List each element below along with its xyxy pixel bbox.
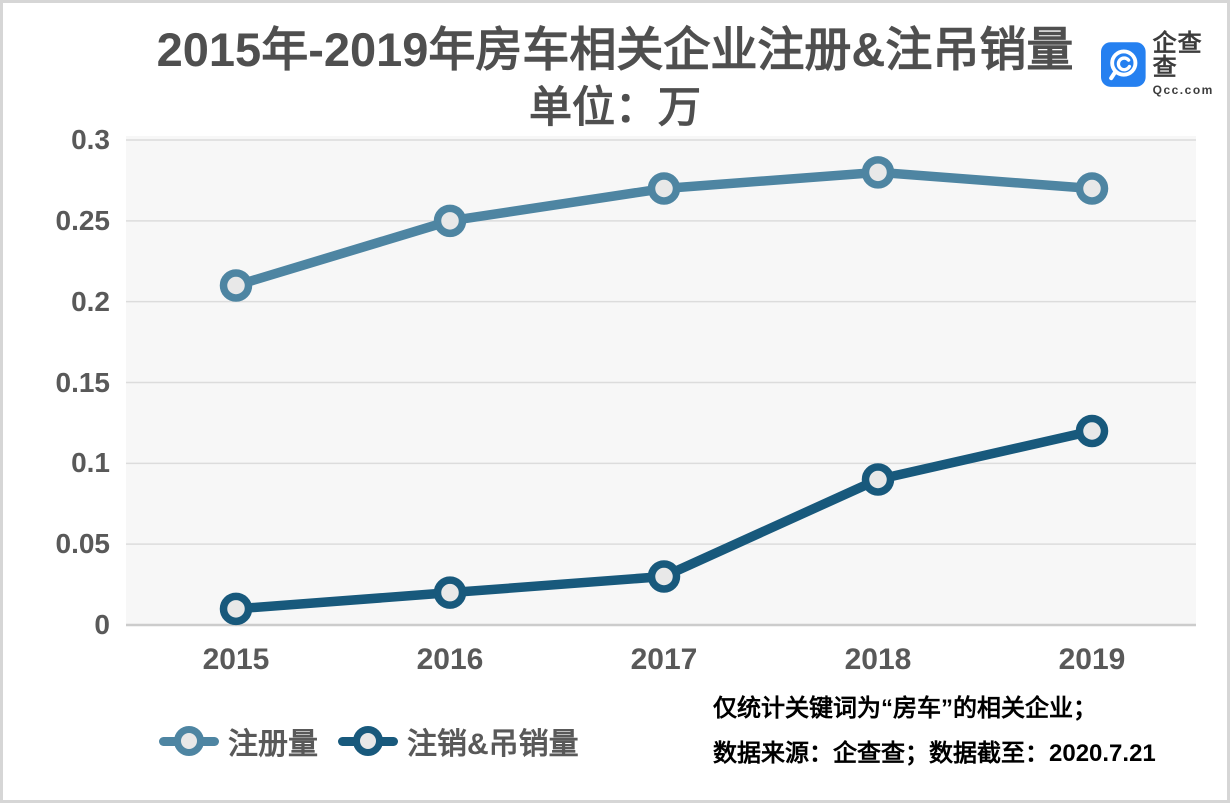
page-subtitle: 单位：万 <box>529 84 701 132</box>
data-point-0-2018 <box>861 156 895 189</box>
legend-label-deregistrations: 注销&吊销量 <box>407 728 579 761</box>
legend-circle-icon <box>174 726 204 756</box>
chart-page: 2015年-2019年房车相关企业注册&注吊销量 单位：万 企查查 Qcc.co… <box>3 3 1227 800</box>
data-point-1-2017 <box>647 560 681 593</box>
qcc-logo-text: 企查查 Qcc.com <box>1152 30 1227 97</box>
legend-label-registrations: 注册量 <box>228 728 318 761</box>
legend-marker-deregistrations <box>338 726 398 756</box>
data-point-0-2016 <box>433 204 467 238</box>
plot-svg <box>126 136 1196 627</box>
y-tick-label: 0.25 <box>55 204 111 236</box>
qcc-logo: 企查查 Qcc.com <box>1101 32 1227 96</box>
data-point-1-2019 <box>1075 414 1109 448</box>
qcc-logo-square <box>1101 41 1146 87</box>
page-title: 2015年-2019年房车相关企业注册&注吊销量 <box>156 23 1074 76</box>
data-point-0-2017 <box>647 172 681 205</box>
footnote: 仅统计关键词为“房车”的相关企业； 数据来源：企查查；数据截至：2020.7.2… <box>713 686 1156 776</box>
qcc-logo-name: 企查查 <box>1152 30 1203 81</box>
legend-circle-icon <box>353 726 383 756</box>
y-tick-label: 0.3 <box>71 124 110 155</box>
x-tick-label: 2018 <box>844 643 912 676</box>
y-tick-label: 0.05 <box>55 528 111 560</box>
qcc-logo-domain: Qcc.com <box>1152 83 1214 97</box>
legend-marker-registrations <box>159 726 219 756</box>
legend: 注册量 注销&吊销量 <box>159 719 599 763</box>
x-tick-label: 2015 <box>202 643 270 676</box>
qcc-logo-icon <box>1101 41 1146 87</box>
x-tick-label: 2016 <box>416 643 484 676</box>
data-point-1-2016 <box>433 576 467 609</box>
y-axis: 0 0.05 0.1 0.15 0.2 0.25 0.3 <box>3 124 116 640</box>
plot-area <box>126 136 1196 628</box>
x-axis: 2015 2016 2017 2018 2019 <box>126 642 1196 682</box>
data-point-0-2015 <box>219 269 253 302</box>
y-tick-label: 0.2 <box>71 285 110 317</box>
data-point-0-2019 <box>1075 172 1109 205</box>
footnote-line-2: 数据来源：企查查；数据截至：2020.7.21 <box>713 740 1156 767</box>
x-tick-label: 2019 <box>1058 643 1126 676</box>
x-tick-label: 2017 <box>630 643 698 676</box>
plot-background <box>126 136 1196 626</box>
y-tick-label: 0 <box>94 609 110 640</box>
footnote-line-1: 仅统计关键词为“房车”的相关企业； <box>713 695 1097 722</box>
y-tick-label: 0.15 <box>55 366 111 398</box>
data-point-1-2015 <box>219 592 253 626</box>
data-point-1-2018 <box>861 463 895 496</box>
y-tick-label: 0.1 <box>71 447 110 479</box>
